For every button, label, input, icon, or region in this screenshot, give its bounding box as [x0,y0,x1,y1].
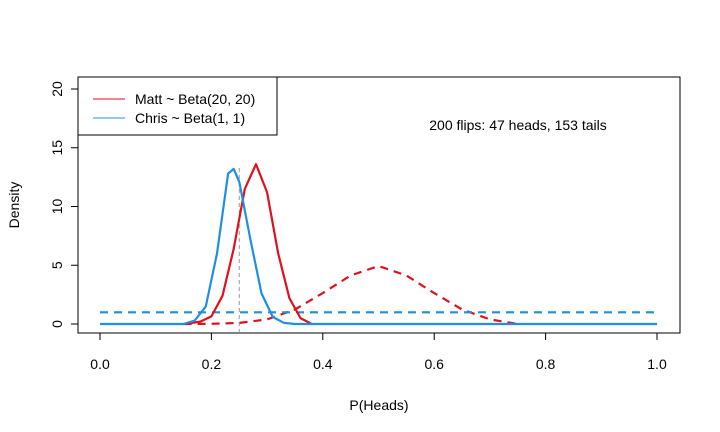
legend-label-matt: Matt ~ Beta(20, 20) [135,91,255,107]
y-tick-label: 20 [49,81,65,97]
series-layer [100,163,657,332]
legend-label-chris: Chris ~ Beta(1, 1) [135,110,245,126]
x-tick-label: 0.6 [424,356,444,372]
y-axis-title: Density [6,182,22,229]
series-line-0-dashed [183,264,518,326]
y-axis: 0 5 10 15 20 [49,81,79,328]
y-tick-label: 0 [49,320,65,328]
y-tick-label: 10 [49,199,65,215]
y-tick-label: 5 [49,261,65,269]
x-axis-title: P(Heads) [349,397,408,413]
y-tick-label: 15 [49,140,65,156]
x-tick-label: 1.0 [647,356,667,372]
x-tick-label: 0.2 [202,356,222,372]
x-axis: 0.0 0.2 0.4 0.6 0.8 1.0 [90,332,667,372]
annotation-text: 200 flips: 47 heads, 153 tails [429,117,606,133]
x-tick-label: 0.4 [313,356,333,372]
x-tick-label: 0.0 [90,356,110,372]
x-tick-label: 0.8 [536,356,556,372]
series-line-2-solid [183,163,313,326]
legend: Matt ~ Beta(20, 20) Chris ~ Beta(1, 1) [77,76,278,136]
legend-box [77,76,278,136]
series-line-3-solid [100,167,657,326]
